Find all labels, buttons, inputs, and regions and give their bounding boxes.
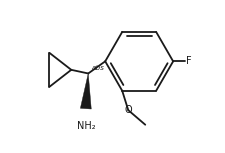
Text: F: F (187, 56, 192, 66)
Text: O: O (124, 105, 132, 115)
Polygon shape (80, 73, 91, 109)
Text: NH₂: NH₂ (76, 121, 95, 131)
Text: abs: abs (92, 65, 105, 71)
